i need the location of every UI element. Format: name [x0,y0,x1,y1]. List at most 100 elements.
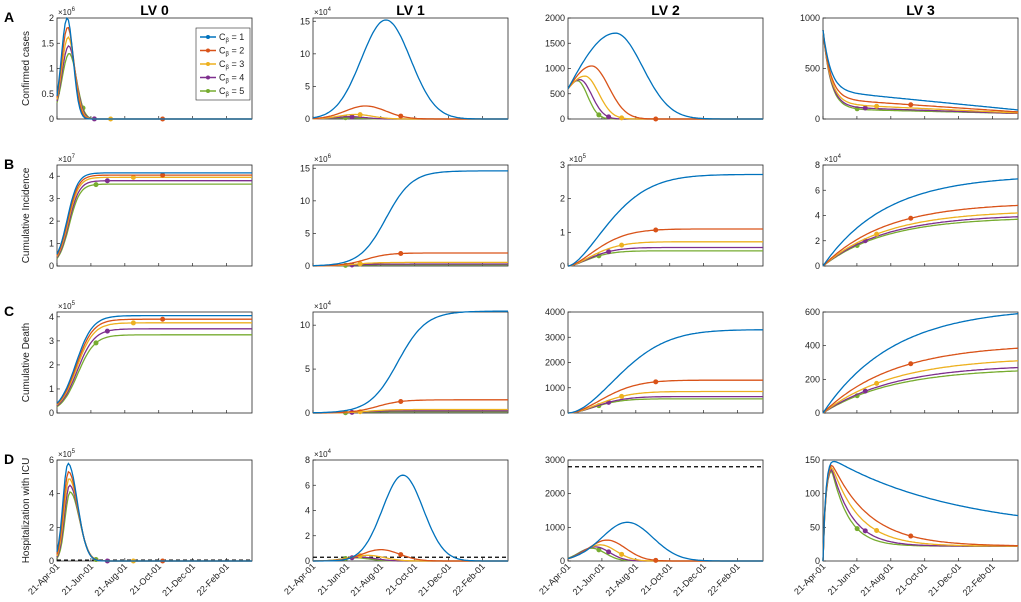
axes-box [567,459,764,562]
intervention-marker-cb4 [862,388,868,394]
series-line-cb3 [822,30,1018,114]
y-tick-label: 150 [805,455,820,465]
y-tick-label: 1000 [800,13,820,23]
intervention-marker-cb3 [874,380,880,386]
y-tick-label: 1500 [545,38,565,48]
series-line-cb4 [56,180,252,258]
panel-a1: 0 5 10 15 ×104 [300,7,509,124]
intervention-marker-cb2 [908,361,914,367]
x-tick-label: 21-Aug-01 [858,561,895,598]
series-line-cb1 [822,460,1019,562]
y-tick-label: 4 [815,211,820,221]
intervention-marker-cb2 [653,557,659,563]
series-line-cb2 [56,318,252,405]
series-line-cb2 [313,252,508,267]
y-exponent-label: ×105 [58,301,76,311]
series-line-cb1 [822,30,1019,111]
series-line-cb1 [567,521,763,562]
column-title-0: LV 0 [140,2,169,18]
y-tick-label: 2000 [545,489,565,499]
series-line-cb1 [313,474,508,562]
panel-c1: 0 5 10 ×104 [300,301,509,418]
series-line-cb4 [822,216,1018,267]
series-line-cb1 [56,17,252,120]
y-tick-label: 2000 [545,13,565,23]
intervention-marker-cb2 [160,172,166,178]
y-exponent-label: ×106 [314,154,332,164]
y-axis-label: Cumulative Incidence [21,167,32,263]
legend-marker-cb4 [206,75,210,80]
intervention-marker-cb4 [606,114,612,120]
intervention-marker-cb3 [619,393,625,399]
intervention-marker-cb2 [160,316,166,322]
series-line-cb1 [312,19,508,120]
y-tick-label: 8 [815,160,820,170]
column-title-2: LV 2 [651,2,680,18]
axes-box [312,164,509,267]
y-tick-label: 5 [305,228,310,238]
y-exponent-label: ×104 [314,449,332,459]
x-tick-label: 22-Feb-01 [451,561,487,597]
y-tick-label: 4 [49,489,54,499]
y-tick-label: 600 [805,307,820,317]
panel-b2: 0 1 2 3 ×105 [560,154,764,271]
series-line-cb5 [822,469,1018,562]
y-tick-label: 1000 [545,64,565,74]
y-tick-label: 3 [49,336,54,346]
y-tick-label: 15 [300,16,310,26]
series-line-cb2 [567,65,763,120]
series-line-cb2 [313,548,508,562]
y-tick-label: 0 [560,556,565,566]
y-tick-label: 1 [560,227,565,237]
intervention-marker-cb4 [104,328,110,334]
series-line-cb5 [56,183,252,259]
series-line-cb1 [56,462,252,562]
axes-box [822,459,1019,562]
y-tick-label: 8 [305,455,310,465]
y-tick-label: 400 [805,341,820,351]
intervention-marker-cb5 [93,340,99,346]
panel-d3: 0 50 100 150 21-Apr-0121-Jun-0121-Aug-0121-O… [792,455,1019,598]
series-line-cb3 [313,261,508,267]
y-tick-label: 0 [815,114,820,124]
panel-d2: 0 1000 2000 3000 21-Apr-0121-Jun-0121-Aug-01… [537,455,764,598]
y-exponent-label: ×107 [58,154,76,164]
x-tick-label: 21-Oct-01 [128,561,163,596]
y-tick-label: 0 [49,408,54,418]
y-tick-label: 100 [805,489,820,499]
y-tick-label: 10 [300,320,310,330]
intervention-marker-cb2 [398,399,404,405]
x-tick-label: 22-Feb-01 [195,561,231,597]
series-line-cb1 [313,170,508,267]
series-line-cb3 [567,390,763,414]
series-line-cb2 [56,174,252,256]
intervention-marker-cb4 [862,105,868,111]
axes-box [312,17,509,120]
legend-label-cb4: Cβ = 4 [219,73,244,85]
axes-box [567,311,764,414]
legend-label-cb1: Cβ = 1 [219,32,244,44]
y-tick-label: 50 [810,522,820,532]
row-letter-a: A [4,9,14,25]
x-tick-label: 21-Oct-01 [384,561,419,596]
y-tick-label: 0 [49,114,54,124]
series-line-cb3 [822,212,1018,267]
x-tick-label: 21-Aug-01 [92,561,129,598]
y-axis-label: Hospitalization with ICU [21,458,32,564]
series-line-cb2 [567,379,763,414]
intervention-marker-cb5 [854,526,860,532]
series-line-cb4 [822,30,1018,115]
series-line-cb4 [56,328,252,407]
series-line-cb3 [56,478,252,562]
series-line-cb1 [56,172,252,255]
series-line-cb1 [567,32,763,120]
series-line-cb5 [56,491,252,562]
series-line-cb1 [822,313,1019,414]
x-tick-label: 21-Apr-01 [792,561,827,596]
y-tick-label: 2 [815,236,820,246]
panel-c3: 0 200 400 600 [805,307,1019,418]
legend-marker-cb2 [206,48,210,53]
intervention-marker-cb4 [349,114,355,120]
axes-box [567,164,764,267]
